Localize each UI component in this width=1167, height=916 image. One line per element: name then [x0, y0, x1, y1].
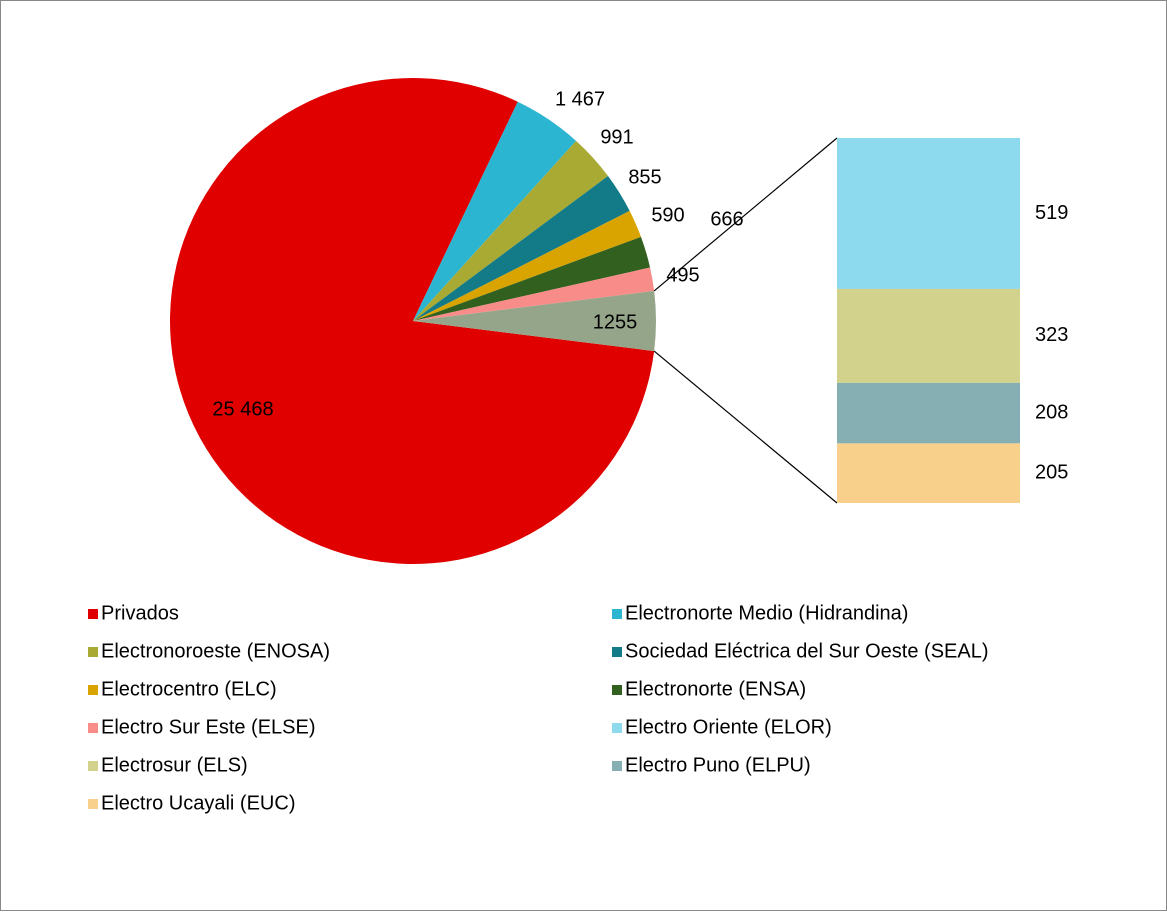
legend-label: Sociedad Eléctrica del Sur Oeste (SEAL) [625, 640, 989, 662]
connector-line [653, 137, 838, 292]
legend-swatch [612, 609, 622, 619]
legend-label: Electronoroeste (ENOSA) [101, 640, 330, 662]
legend-label: Electronorte (ENSA) [625, 678, 806, 700]
pie-slice [413, 210, 641, 321]
legend-swatch [612, 723, 622, 733]
legend-label: Electro Sur Este (ELSE) [101, 716, 316, 738]
legend-label: Electro Ucayali (EUC) [101, 792, 295, 814]
data-label: 495 [666, 264, 699, 286]
data-label: 519 [1035, 202, 1068, 224]
data-label: 323 [1035, 324, 1068, 346]
legend-label: Electro Oriente (ELOR) [625, 716, 832, 738]
bar-segment [837, 288, 1020, 383]
legend-label: Electrocentro (ELC) [101, 678, 277, 700]
data-label: 855 [628, 166, 661, 188]
data-label: 991 [600, 126, 633, 148]
bar-segment [837, 443, 1020, 503]
data-label: 25 468 [212, 398, 273, 420]
legend-label: Electronorte Medio (Hidrandina) [625, 602, 908, 624]
legend-swatch [88, 609, 98, 619]
data-label: 590 [651, 204, 684, 226]
bar-segment [837, 382, 1020, 444]
data-label: 1255 [593, 311, 638, 333]
pie-slice [413, 176, 630, 321]
legend-swatch [88, 723, 98, 733]
legend-swatch [88, 647, 98, 657]
data-label: 208 [1035, 401, 1068, 423]
pie-slice [413, 101, 577, 321]
data-label: 205 [1035, 461, 1068, 483]
pie-slice [413, 140, 609, 321]
legend-swatch [612, 685, 622, 695]
pie-slice [413, 290, 656, 352]
bar-segment [837, 138, 1020, 289]
legend-label: Electro Puno (ELPU) [625, 754, 811, 776]
legend-swatch [88, 685, 98, 695]
connector-line [653, 350, 838, 504]
pie-slice [413, 267, 655, 321]
pie-slice [413, 236, 651, 321]
pie-slice [170, 78, 655, 564]
legend-swatch [88, 761, 98, 771]
legend-swatch [612, 761, 622, 771]
legend-label: Privados [101, 602, 179, 624]
legend-swatch [88, 799, 98, 809]
legend-swatch [612, 647, 622, 657]
data-label: 666 [710, 208, 743, 230]
legend-label: Electrosur (ELS) [101, 754, 248, 776]
data-label: 1 467 [555, 88, 605, 110]
